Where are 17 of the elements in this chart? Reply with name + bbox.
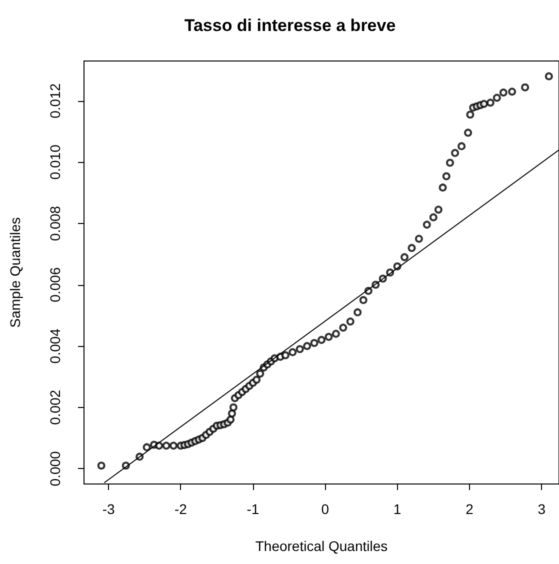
y-tick-label: 0.006 — [47, 267, 63, 302]
x-tick-label: 1 — [393, 501, 402, 517]
y-tick-label: 0.004 — [47, 328, 63, 364]
x-tick-label: 2 — [466, 501, 474, 517]
y-tick-label: 0.010 — [47, 144, 63, 180]
chart-title: Tasso di interesse a breve — [184, 16, 396, 35]
y-tick-label: 0.002 — [47, 390, 63, 425]
x-tick-label: -2 — [174, 501, 188, 517]
y-tick-label: 0.000 — [47, 450, 63, 486]
x-axis-title: Theoretical Quantiles — [255, 538, 388, 554]
x-tick-label: -3 — [102, 501, 115, 517]
y-tick-label: 0.008 — [47, 206, 63, 241]
x-tick-label: 0 — [321, 501, 330, 517]
x-tick-label: -1 — [246, 501, 260, 517]
y-tick-label: 0.012 — [47, 83, 63, 118]
y-axis-title: Sample Quantiles — [7, 217, 23, 328]
x-tick-label: 3 — [538, 501, 546, 517]
